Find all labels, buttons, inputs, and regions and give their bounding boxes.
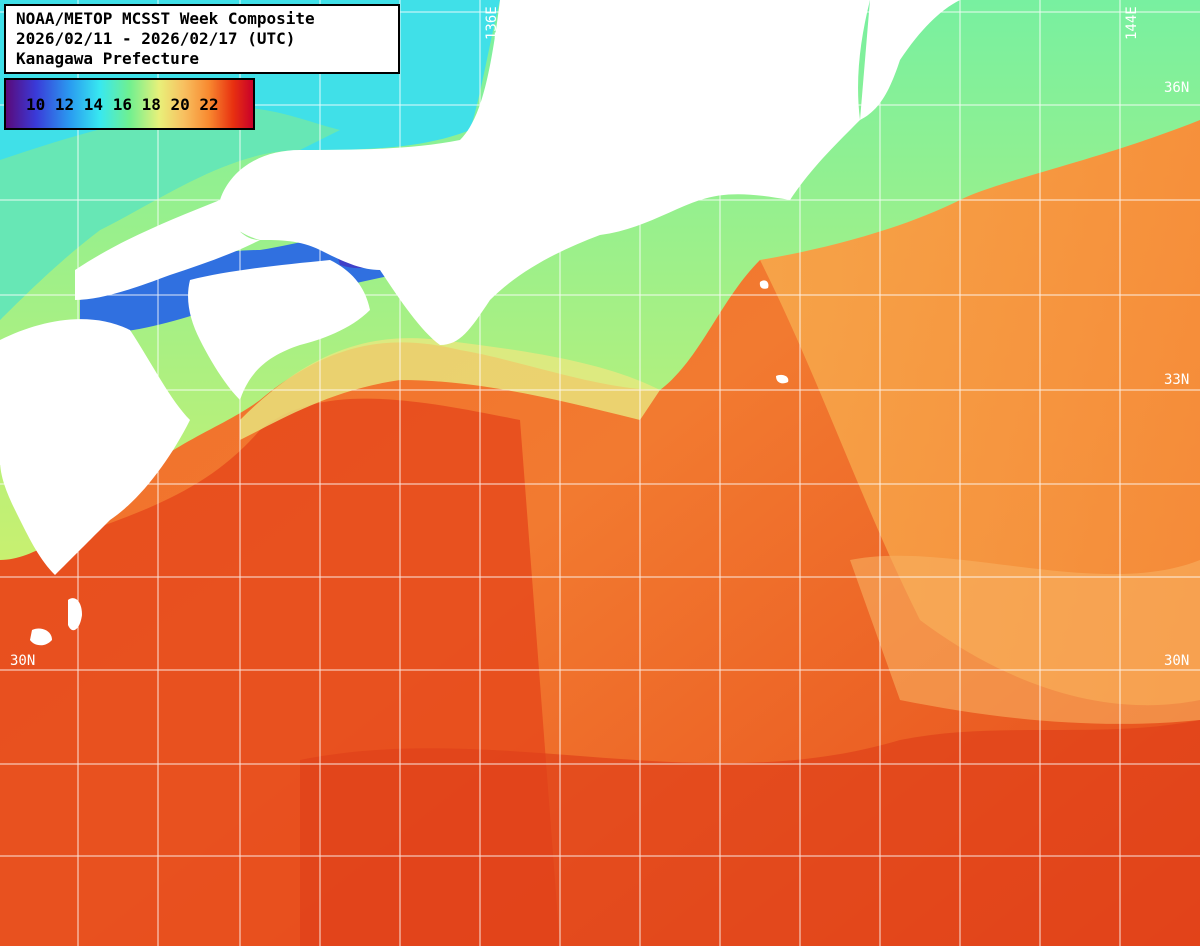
- warm-current-south: [300, 720, 1200, 946]
- map-title-box: NOAA/METOP MCSST Week Composite 2026/02/…: [4, 4, 400, 74]
- lon-label-136e: 136E: [484, 6, 500, 40]
- sea-east-lighter: [760, 120, 1200, 706]
- lat-label-30n-left: 30N: [10, 653, 36, 669]
- awaji-land: [375, 238, 395, 262]
- map-date-range: 2026/02/11 - 2026/02/17 (UTC): [16, 29, 296, 48]
- lat-label-36n: 36N: [1164, 80, 1190, 96]
- map-title: NOAA/METOP MCSST Week Composite: [16, 9, 315, 28]
- lat-label-33-left: 33: [10, 372, 27, 388]
- yakushima-island: [30, 628, 52, 646]
- sea-yellow-band: [240, 338, 660, 440]
- kanto-land: [860, 0, 960, 120]
- sea-japan-west: [0, 107, 340, 321]
- legend-values: 10 12 14 16 18 20 22: [26, 95, 219, 114]
- izu-oshima-island: [759, 280, 769, 289]
- chugoku-land: [75, 200, 260, 300]
- sado-cape: [0, 430, 25, 465]
- lat-label-33n: 33N: [1164, 372, 1190, 388]
- hachijojima-island: [776, 374, 789, 384]
- kyushu-land: [0, 319, 190, 575]
- lon-label-144e: 144E: [1124, 6, 1140, 40]
- lat-label-30n-right: 30N: [1164, 653, 1190, 669]
- color-scale-legend: 10 12 14 16 18 20 22: [4, 78, 255, 130]
- map-region: Kanagawa Prefecture: [16, 49, 200, 68]
- sea-southeast-light: [850, 555, 1200, 724]
